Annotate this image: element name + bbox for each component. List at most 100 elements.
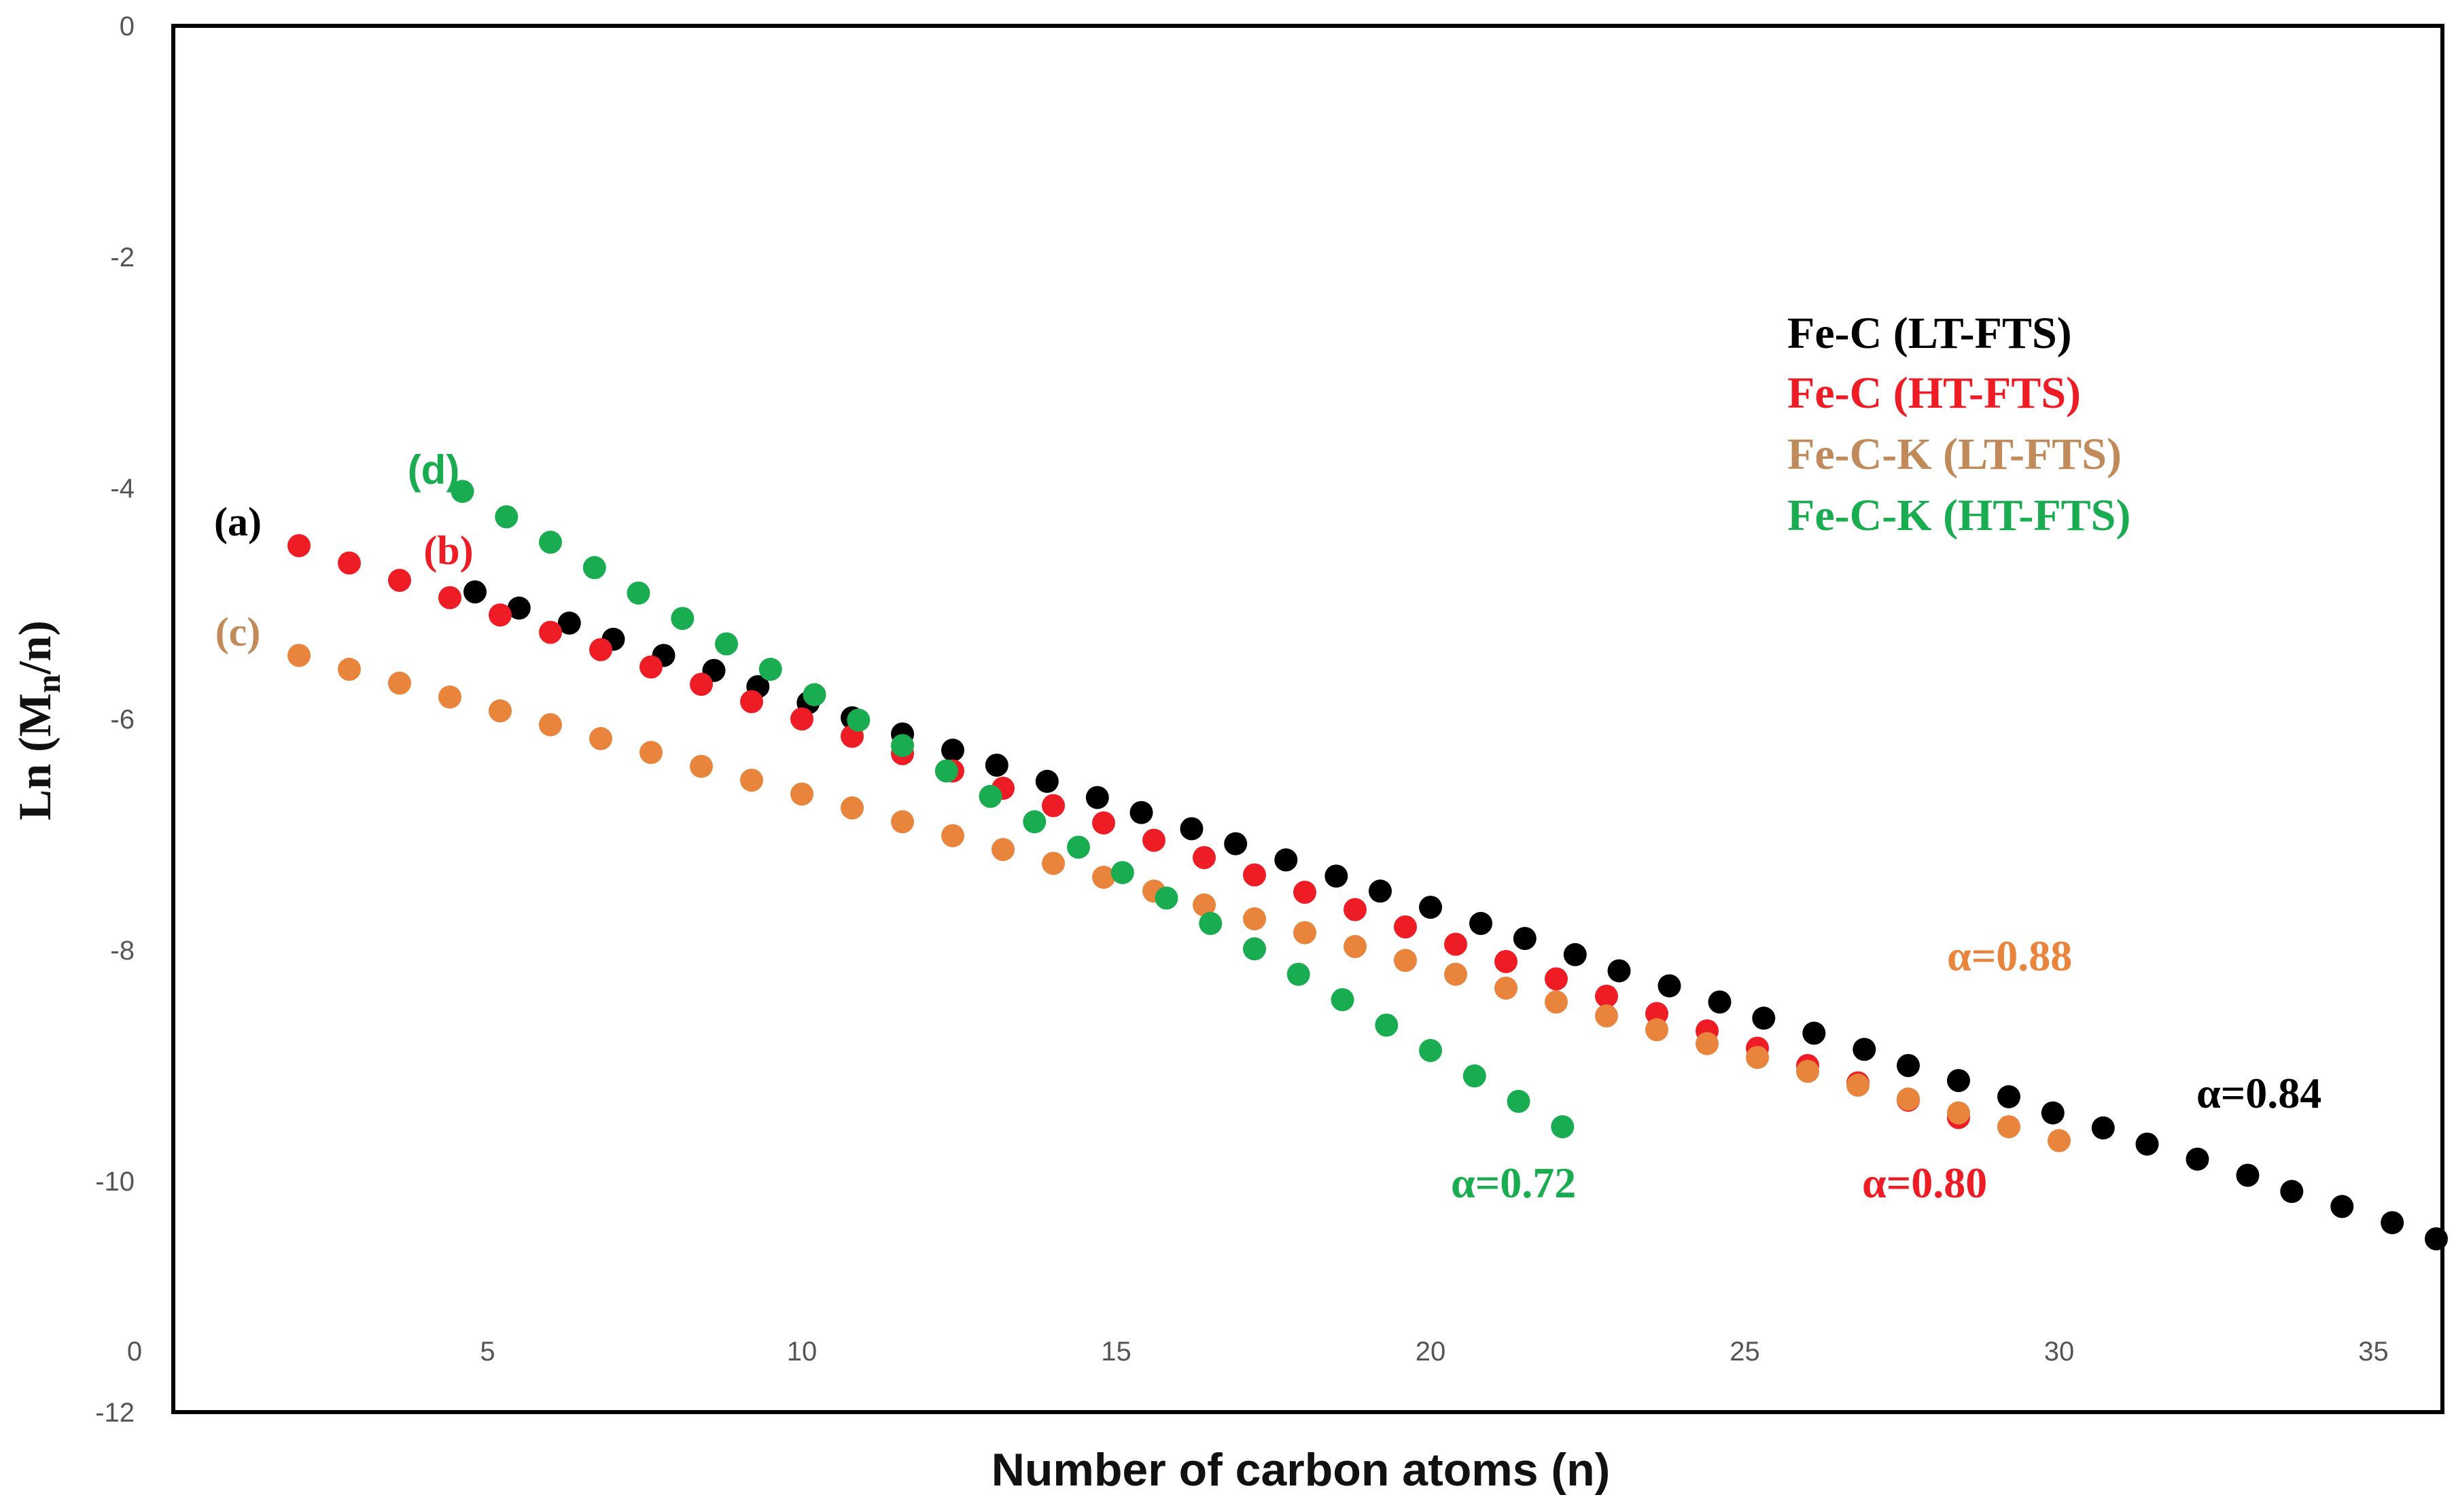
legend-entry-fe-c-lt: Fe-C (LT-FTS): [1787, 309, 2072, 358]
data-point-c: [790, 782, 813, 806]
data-point-c: [2048, 1129, 2071, 1153]
curve-label-a: (a): [214, 499, 262, 544]
x-origin-tick-label: 0: [127, 1337, 142, 1367]
legend-entry-fe-c-ht: Fe-C (HT-FTS): [1787, 368, 2081, 418]
data-point-b: [1243, 863, 1266, 887]
data-point-c: [1243, 907, 1266, 931]
curve-label-c: (c): [215, 610, 261, 654]
data-point-a: [2041, 1101, 2065, 1125]
data-point-a: [2381, 1211, 2404, 1235]
plot-frame: [171, 24, 2444, 1414]
data-point-d: [1243, 937, 1266, 961]
data-point-b: [1394, 915, 1417, 938]
data-point-b: [1545, 967, 1568, 991]
alpha-label-d: α=0.72: [1451, 1159, 1576, 1207]
data-point-a: [557, 611, 581, 635]
data-point-b: [589, 638, 612, 661]
data-point-c: [1796, 1059, 1819, 1083]
data-point-b: [1595, 985, 1618, 1008]
data-point-d: [582, 556, 606, 580]
data-point-c: [1997, 1115, 2020, 1139]
data-point-c: [841, 796, 864, 820]
data-point-c: [1444, 962, 1467, 986]
data-point-b: [287, 534, 311, 557]
data-point-c: [1394, 949, 1417, 972]
series-d: [451, 480, 1575, 1139]
data-point-a: [2330, 1195, 2354, 1218]
legend-entry-fe-c-k-lt: Fe-C-K (LT-FTS): [1787, 429, 2122, 479]
x-tick-label: 35: [2358, 1337, 2389, 1367]
data-point-d: [1067, 835, 1090, 859]
y-tick-label: -6: [110, 705, 135, 735]
data-point-a: [985, 754, 1008, 777]
data-point-a: [1607, 959, 1631, 983]
data-point-d: [1462, 1064, 1486, 1088]
alpha-label-b: α=0.80: [1862, 1159, 1987, 1207]
data-point-b: [690, 673, 713, 696]
data-point-c: [1092, 865, 1115, 889]
data-point-c: [1494, 977, 1518, 1000]
data-point-b: [338, 551, 361, 575]
data-point-d: [1331, 988, 1354, 1012]
data-point-a: [941, 738, 964, 762]
data-point-b: [1092, 811, 1115, 834]
legend-entry-fe-c-k-ht: Fe-C-K (HT-FTS): [1787, 491, 2130, 540]
data-point-a: [463, 580, 487, 603]
data-point-a: [1657, 974, 1681, 998]
data-point-c: [1947, 1101, 1970, 1125]
data-point-c: [992, 838, 1015, 862]
data-point-d: [979, 784, 1002, 808]
data-point-c: [1846, 1073, 1870, 1097]
legend: Fe-C (LT-FTS) Fe-C (HT-FTS) Fe-C-K (LT-F…: [1787, 309, 2130, 540]
data-point-a: [2425, 1227, 2448, 1250]
data-point-b: [639, 655, 663, 679]
data-point-b: [1042, 794, 1065, 817]
data-point-d: [715, 632, 738, 656]
data-point-a: [507, 596, 531, 620]
data-point-a: [2280, 1180, 2304, 1203]
x-tick-label: 10: [787, 1337, 818, 1367]
data-point-c: [639, 741, 663, 764]
data-point-a: [1513, 927, 1537, 950]
data-point-a: [2135, 1132, 2159, 1156]
data-point-c: [1042, 851, 1065, 875]
x-tick-label: 30: [2044, 1337, 2075, 1367]
data-point-a: [1947, 1069, 1970, 1093]
data-point-a: [1224, 832, 1248, 856]
data-point-a: [1180, 817, 1204, 841]
x-tick-label: 5: [480, 1337, 495, 1367]
y-tick-label: -8: [110, 936, 135, 966]
x-tick-label: 20: [1416, 1337, 1446, 1367]
data-point-c: [1595, 1004, 1618, 1027]
data-point-a: [1563, 943, 1587, 966]
y-tick-labels: 0 -2 -4 -6 -8 -10 -12: [95, 12, 135, 1428]
alpha-label-c: α=0.88: [1947, 932, 2072, 980]
data-point-d: [934, 759, 958, 783]
data-point-a: [1035, 769, 1059, 793]
series-b: [287, 534, 1970, 1129]
data-point-b: [1193, 846, 1216, 869]
data-point-b: [1142, 828, 1165, 852]
x-axis-title: Number of carbon atoms (n): [992, 1444, 1611, 1496]
data-point-c: [941, 824, 964, 847]
data-point-a: [2186, 1147, 2209, 1171]
data-point-c: [1696, 1032, 1719, 1055]
data-point-d: [1375, 1013, 1399, 1037]
series-a: [463, 580, 2448, 1250]
y-axis-title: Ln (Mn/n): [9, 620, 67, 820]
data-point-a: [1752, 1006, 1776, 1030]
data-point-a: [1708, 990, 1732, 1014]
data-point-b: [489, 603, 512, 627]
data-point-a: [1853, 1038, 1876, 1061]
x-tick-labels: 0 5 10 15 20 25 30 35: [127, 1337, 2389, 1367]
data-point-a: [1085, 786, 1109, 809]
data-point-d: [1199, 911, 1223, 935]
data-point-d: [671, 607, 695, 631]
data-point-d: [1155, 886, 1178, 910]
y-tick-label: -4: [110, 474, 135, 504]
data-point-b: [790, 707, 813, 731]
data-point-a: [1274, 848, 1298, 872]
y-tick-label: 0: [120, 12, 135, 41]
y-tick-label: -2: [110, 243, 135, 272]
